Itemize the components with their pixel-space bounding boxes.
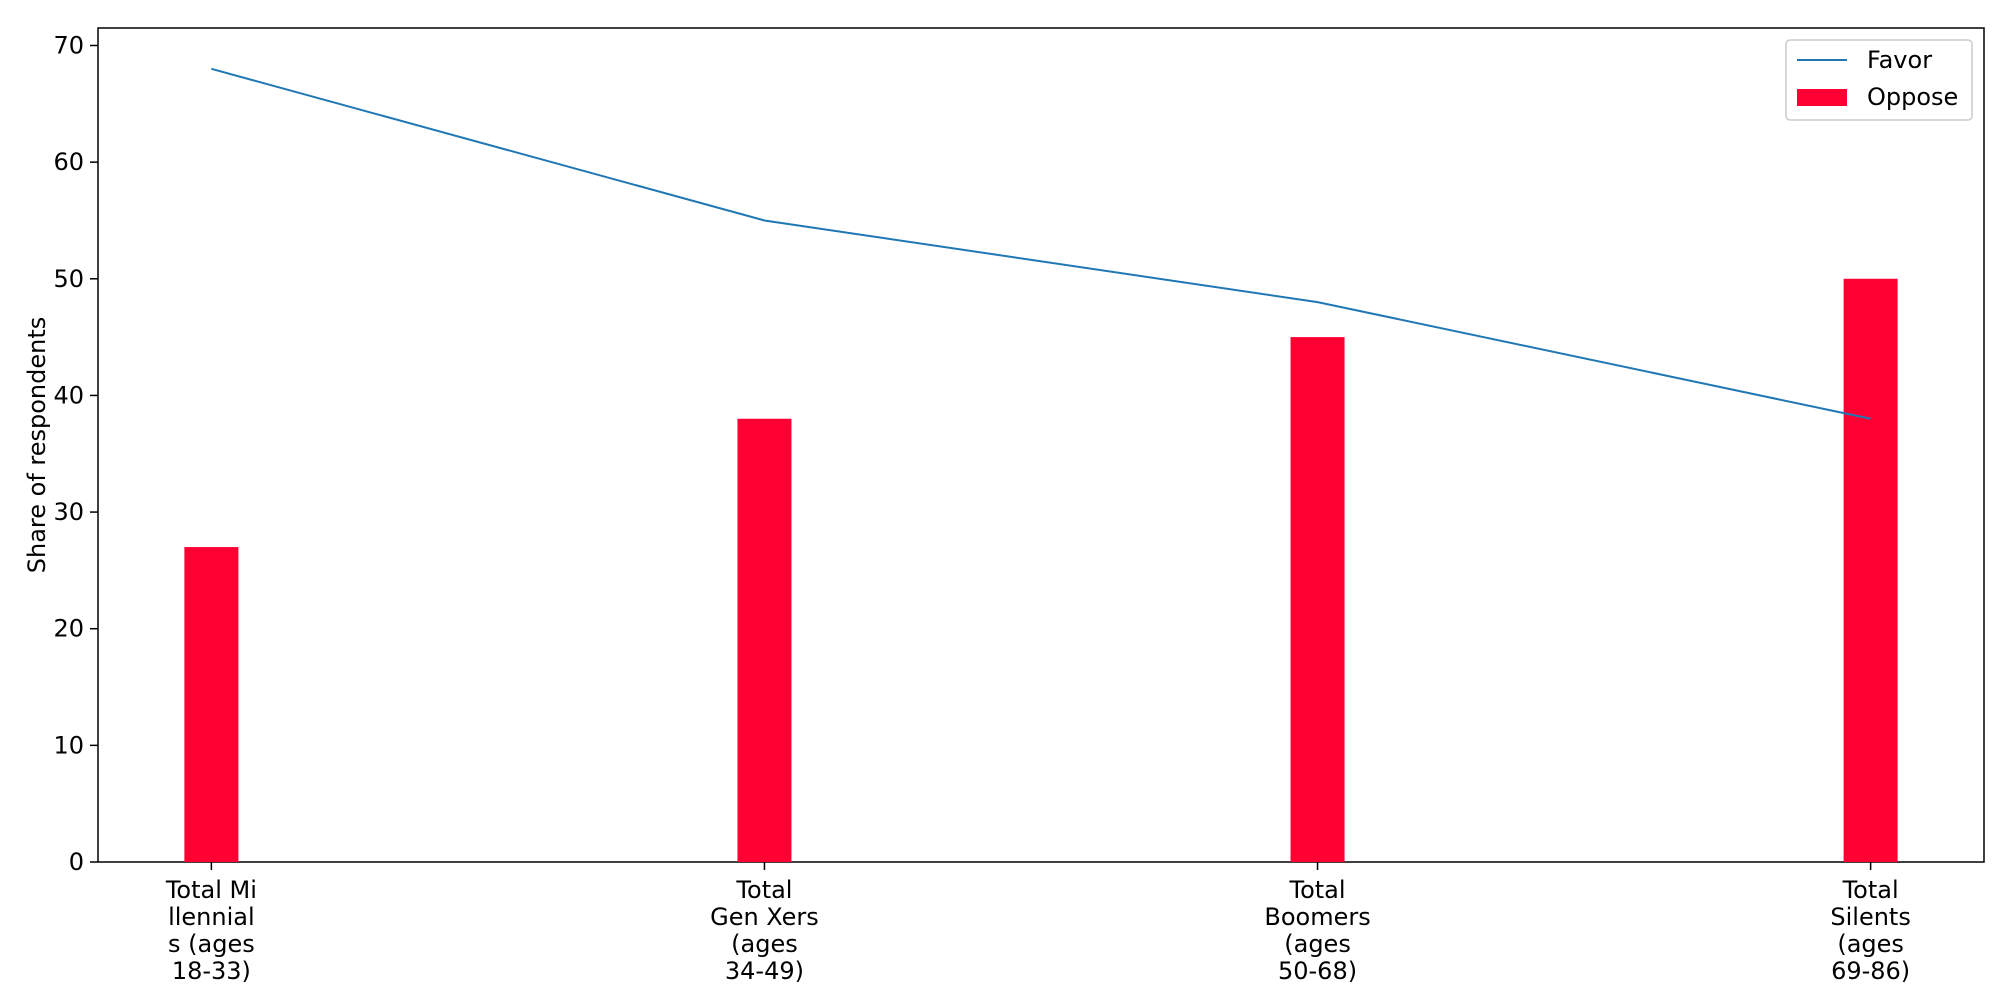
legend-label-favor: Favor (1867, 46, 1932, 74)
series-line-favor (211, 67, 1871, 420)
line-group (211, 67, 1871, 420)
bar-oppose-1 (737, 418, 792, 862)
y-tick-label: 30 (53, 498, 84, 526)
bar-oppose-3 (1843, 278, 1898, 862)
legend: Favor Oppose (1785, 39, 1973, 121)
y-tick-label: 40 (53, 381, 84, 409)
legend-swatch-oppose (1797, 89, 1847, 106)
plot-area (97, 27, 1985, 863)
x-tick-label: Total Gen Xers (ages 34-49) (710, 876, 819, 985)
y-tick-label: 60 (53, 148, 84, 176)
legend-label-oppose: Oppose (1867, 83, 1958, 111)
bar-oppose-2 (1290, 337, 1345, 863)
y-tick-label: 50 (53, 265, 84, 293)
y-tick-label: 70 (53, 31, 84, 59)
bar-oppose-0 (184, 547, 239, 862)
x-axis: Total Mi llennial s (ages 18-33) Total Gen Xe… (165, 862, 1911, 985)
bars-group (184, 278, 1898, 863)
y-tick-label: 10 (53, 731, 84, 759)
x-tick-label: Total Boomers (ages 50-68) (1264, 876, 1370, 985)
x-tick-label: Total Mi llennial s (ages 18-33) (165, 876, 257, 985)
y-tick-label: 0 (69, 848, 84, 876)
x-tick-label: Total Silents (ages 69-86) (1830, 876, 1910, 985)
y-axis-label: Share of respondents (23, 317, 51, 574)
y-axis: 0 10 20 30 40 50 60 70 (53, 31, 98, 876)
y-tick-label: 20 (53, 615, 84, 643)
